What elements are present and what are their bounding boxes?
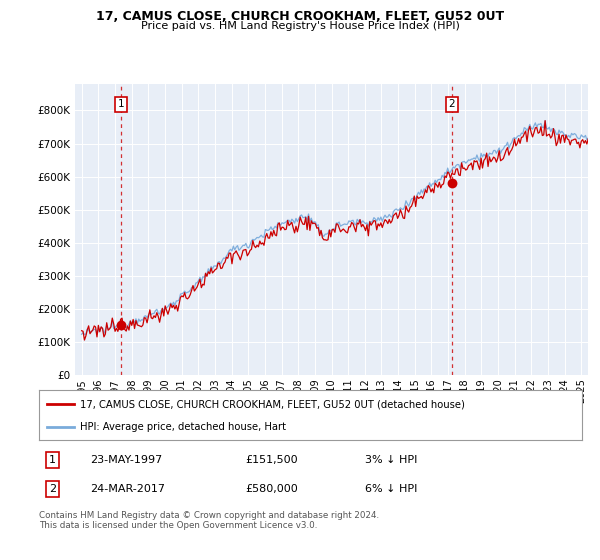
Text: 6% ↓ HPI: 6% ↓ HPI	[365, 484, 417, 494]
Point	[447, 179, 457, 188]
Text: Price paid vs. HM Land Registry's House Price Index (HPI): Price paid vs. HM Land Registry's House …	[140, 21, 460, 31]
Text: 2: 2	[448, 99, 455, 109]
Text: 17, CAMUS CLOSE, CHURCH CROOKHAM, FLEET, GU52 0UT: 17, CAMUS CLOSE, CHURCH CROOKHAM, FLEET,…	[96, 10, 504, 23]
Text: 1: 1	[49, 455, 56, 465]
Text: 1: 1	[118, 99, 124, 109]
Text: 2: 2	[49, 484, 56, 494]
Text: 24-MAR-2017: 24-MAR-2017	[91, 484, 166, 494]
Text: 23-MAY-1997: 23-MAY-1997	[91, 455, 163, 465]
Point	[116, 320, 126, 329]
Text: 17, CAMUS CLOSE, CHURCH CROOKHAM, FLEET, GU52 0UT (detached house): 17, CAMUS CLOSE, CHURCH CROOKHAM, FLEET,…	[80, 399, 464, 409]
Text: £151,500: £151,500	[245, 455, 298, 465]
Text: 3% ↓ HPI: 3% ↓ HPI	[365, 455, 417, 465]
Text: HPI: Average price, detached house, Hart: HPI: Average price, detached house, Hart	[80, 422, 286, 432]
Text: £580,000: £580,000	[245, 484, 298, 494]
Text: Contains HM Land Registry data © Crown copyright and database right 2024.
This d: Contains HM Land Registry data © Crown c…	[39, 511, 379, 530]
